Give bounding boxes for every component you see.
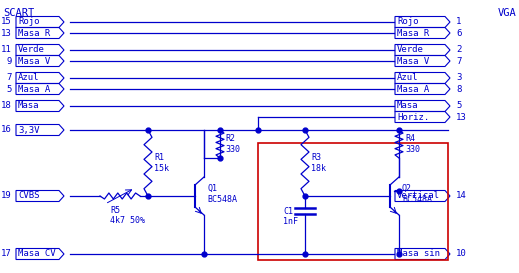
Text: CVBS: CVBS [18,191,39,200]
Bar [258,143,448,260]
Text: Masa R: Masa R [18,28,50,37]
Text: Masa R: Masa R [397,28,429,37]
Text: 11: 11 [1,46,12,55]
Text: Q1
BC548A: Q1 BC548A [207,184,237,204]
Text: Azul: Azul [397,73,418,82]
Text: Rojo: Rojo [397,17,418,26]
Text: SCART: SCART [3,8,34,18]
Text: 13: 13 [1,28,12,37]
Text: 17: 17 [1,250,12,259]
Text: 19: 19 [1,191,12,200]
Text: Azul: Azul [18,73,39,82]
Text: 1: 1 [456,17,461,26]
Text: Vertical: Vertical [397,191,440,200]
Text: Masa V: Masa V [397,57,429,66]
Text: VGA: VGA [497,8,516,18]
Text: Masa V: Masa V [18,57,50,66]
Text: 9: 9 [7,57,12,66]
Text: Rojo: Rojo [18,17,39,26]
Text: R3
18k: R3 18k [311,153,326,173]
Text: 7: 7 [456,57,461,66]
Text: 10: 10 [456,250,467,259]
Text: Masa CV: Masa CV [18,250,56,259]
Text: 14: 14 [456,191,467,200]
Text: Verde: Verde [18,46,45,55]
Text: Masa: Masa [397,102,418,111]
Text: 16: 16 [1,126,12,135]
Text: Masa A: Masa A [18,85,50,93]
Text: R2
330: R2 330 [225,134,240,154]
Text: 15: 15 [1,17,12,26]
Text: 6: 6 [456,28,461,37]
Text: 18: 18 [1,102,12,111]
Text: Masa sin: Masa sin [397,250,440,259]
Text: 3,3V: 3,3V [18,126,39,135]
Text: 8: 8 [456,85,461,93]
Text: 5: 5 [456,102,461,111]
Text: R5
4k7 50%: R5 4k7 50% [110,206,145,225]
Text: Horiz.: Horiz. [397,112,429,121]
Text: 13: 13 [456,112,467,121]
Text: C1
1nF: C1 1nF [283,207,298,226]
Text: 2: 2 [456,46,461,55]
Text: Masa A: Masa A [397,85,429,93]
Text: Q2
BC548A: Q2 BC548A [402,184,432,204]
Text: 3: 3 [456,73,461,82]
Text: R1
15k: R1 15k [154,153,169,173]
Text: Verde: Verde [397,46,424,55]
Text: 5: 5 [7,85,12,93]
Text: 7: 7 [7,73,12,82]
Text: R4
330: R4 330 [405,134,420,154]
Text: Masa: Masa [18,102,39,111]
